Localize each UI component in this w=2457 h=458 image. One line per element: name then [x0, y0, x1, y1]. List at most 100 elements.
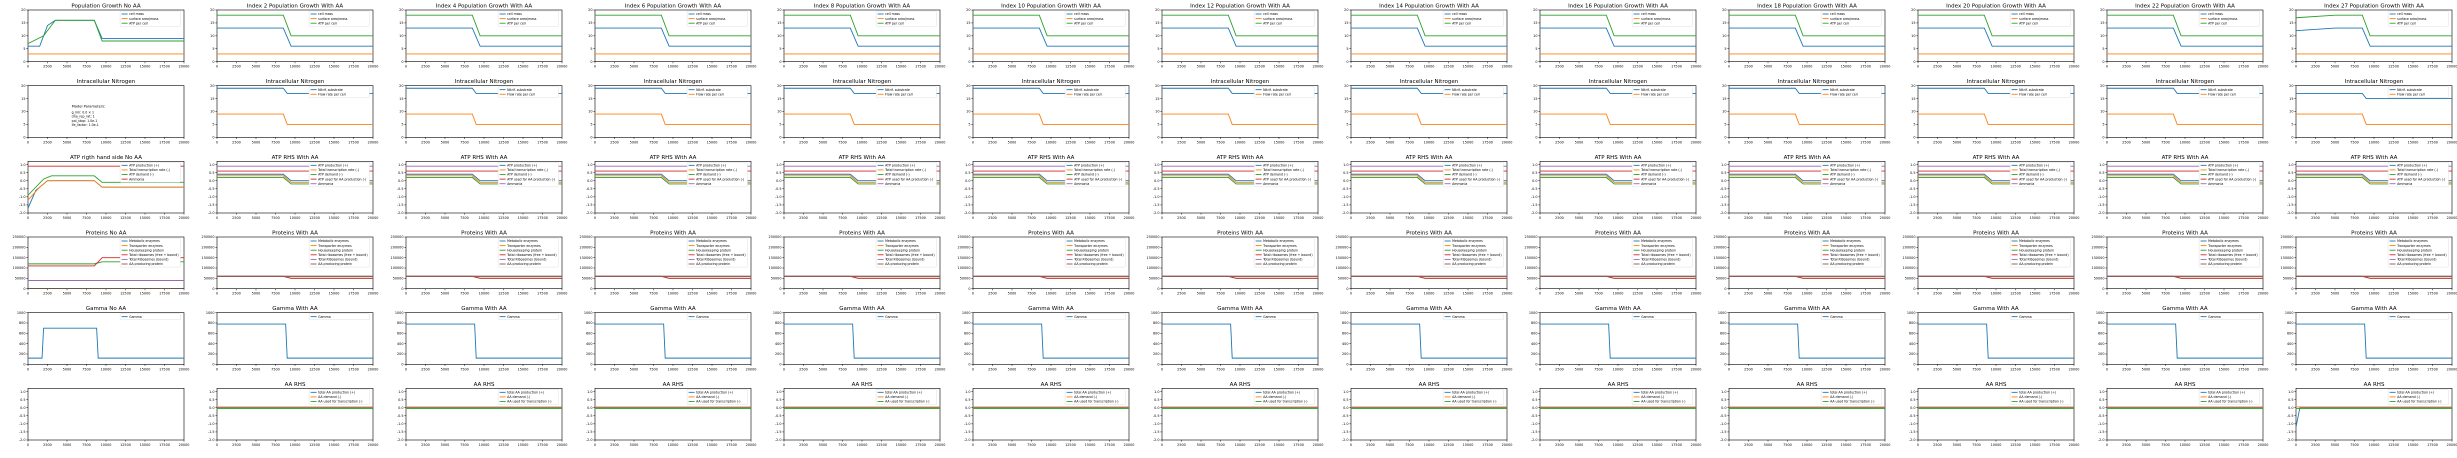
x-tick-label: 15000: [896, 65, 907, 69]
x-tick-label: 20000: [368, 292, 379, 296]
series-line: [217, 27, 373, 47]
y-tick-label: -1.5: [775, 430, 782, 434]
x-tick-label: 7500: [1972, 292, 1981, 296]
x-tick-label: 17500: [1104, 65, 1115, 69]
x-tick-label: 17500: [1482, 140, 1493, 144]
x-tick-label: 12500: [1821, 140, 1832, 144]
x-tick-label: 5000: [2142, 443, 2151, 447]
y-tick-label: 1.0: [1343, 390, 1348, 394]
x-tick-label: 2500: [2122, 443, 2131, 447]
x-tick-label: 0: [27, 367, 29, 371]
x-tick-label: 15000: [518, 65, 529, 69]
x-tick-label: 0: [1728, 292, 1730, 296]
y-tick-label: -1.5: [1720, 430, 1727, 434]
y-tick-label: -2.0: [1720, 211, 1727, 215]
y-tick-label: -2.0: [964, 211, 971, 215]
legend-label: Housekeeping protein: [1074, 248, 1109, 252]
x-tick-label: 17500: [2049, 216, 2060, 220]
x-tick-label: 5000: [1953, 292, 1962, 296]
x-tick-label: 0: [1728, 140, 1730, 144]
y-tick-label: 10: [2289, 34, 2293, 38]
y-tick-label: 0.0: [209, 179, 214, 183]
y-tick-label: 15: [588, 21, 592, 25]
y-tick-label: -1.5: [1909, 430, 1916, 434]
x-tick-label: 10000: [1991, 443, 2002, 447]
subplot-r2-c4: ATP RHS With AA0 2500 5000 7500 10000 12500 15…: [775, 155, 946, 220]
x-tick-label: 10000: [857, 367, 868, 371]
y-tick-label: 10: [777, 110, 781, 114]
y-tick-label: 150000: [1714, 256, 1727, 260]
subplot-title: ATP RHS With AA: [2162, 155, 2209, 161]
x-tick-label: 5000: [1386, 216, 1395, 220]
legend-label: ATP per cell: [1074, 21, 1093, 25]
x-tick-label: 0: [1917, 367, 1919, 371]
series-line: [28, 19, 184, 44]
legend-label: ATP demand (-): [1830, 173, 1855, 177]
subplot-title: Intracellular Nitrogen: [644, 79, 703, 85]
y-tick-label: -1.0: [19, 195, 26, 199]
y-tick-label: 0.5: [587, 171, 592, 175]
x-tick-label: 17500: [1671, 367, 1682, 371]
legend-box: [308, 10, 370, 27]
x-tick-label: 10000: [1235, 443, 1246, 447]
y-tick-label: 5: [968, 123, 970, 127]
y-tick-label: 0.5: [2099, 398, 2104, 402]
x-tick-label: 10000: [857, 292, 868, 296]
legend-box: [1064, 237, 1126, 268]
x-tick-label: 0: [1539, 367, 1541, 371]
legend-label: ATP production (+): [1452, 164, 1482, 168]
x-tick-label: 10000: [857, 140, 868, 144]
y-tick-label: -2.0: [2287, 211, 2294, 215]
series-line: [1351, 113, 1507, 125]
x-tick-label: 17500: [915, 216, 926, 220]
y-tick-label: 1000: [17, 311, 26, 315]
y-tick-label: 0.5: [398, 398, 403, 402]
x-tick-label: 12500: [876, 65, 887, 69]
x-tick-label: 20000: [2069, 367, 2080, 371]
y-tick-label: -0.5: [2098, 414, 2105, 418]
x-tick-label: 7500: [1972, 65, 1981, 69]
legend-label: cell mass: [2019, 12, 2034, 16]
subplot-r4-c7: Gamma With AA0 2500 5000 7500 10000 12500 1500…: [1340, 306, 1513, 371]
x-tick-label: 5000: [252, 216, 261, 220]
legend-label: Transporter enzymes: [695, 244, 730, 248]
y-tick-label: 0: [401, 136, 403, 140]
y-tick-label: 1.0: [20, 390, 25, 394]
x-tick-label: 15000: [1652, 140, 1663, 144]
legend-label: Housekeeping protein: [129, 248, 164, 252]
series-line: [406, 113, 562, 125]
x-tick-label: 0: [1350, 367, 1352, 371]
legend-label: surface area/mass: [318, 17, 348, 21]
y-tick-label: 800: [19, 321, 25, 325]
x-tick-label: 15000: [329, 216, 340, 220]
legend-label: ATP demand (-): [696, 173, 721, 177]
x-tick-label: 15000: [1841, 292, 1852, 296]
x-tick-label: 2500: [799, 216, 808, 220]
y-tick-label: -0.5: [1720, 187, 1727, 191]
legend-label: Total Ribosomes (bound): [695, 258, 735, 262]
x-tick-label: 5000: [63, 216, 72, 220]
params-line: g_lim: 0.0 × 1: [72, 110, 94, 114]
legend-label: Transporter enzymes: [1073, 244, 1108, 248]
x-tick-label: 15000: [329, 292, 340, 296]
y-tick-label: 5: [1346, 47, 1348, 51]
x-tick-label: 17500: [1860, 367, 1871, 371]
x-tick-label: 2500: [1744, 367, 1753, 371]
legend-box: [1253, 389, 1315, 405]
x-tick-label: 7500: [2350, 443, 2359, 447]
legend-label: Ammonia: [2208, 182, 2223, 186]
legend-label: ATP production (+): [885, 164, 915, 168]
legend-label: ATP per cell: [318, 21, 337, 25]
y-tick-label: 250000: [769, 235, 782, 239]
x-tick-label: 7500: [271, 216, 280, 220]
subplot-r2-c10: ATP RHS With AA0 2500 5000 7500 10000 12500 15…: [1909, 155, 2080, 220]
subplot-title: AA RHS: [852, 382, 873, 388]
x-tick-label: 7500: [1027, 140, 1036, 144]
y-tick-label: 10: [1911, 34, 1915, 38]
x-tick-label: 7500: [649, 367, 658, 371]
x-tick-label: 10000: [290, 443, 301, 447]
x-tick-label: 5000: [2331, 140, 2340, 144]
y-tick-label: 15: [399, 97, 403, 101]
subplot-title: Index 10 Population Growth With AA: [1001, 4, 1101, 10]
